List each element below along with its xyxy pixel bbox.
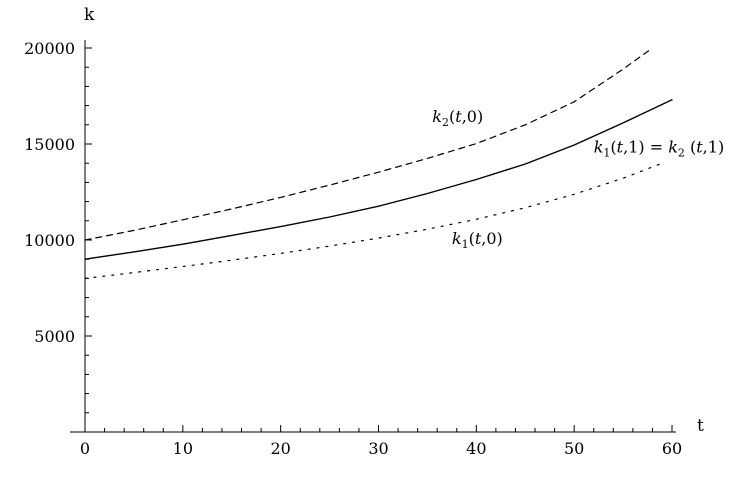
series-annotation: k1(t,1) = k2 (t,1) xyxy=(594,138,724,160)
series-annotation: k2(t,0) xyxy=(432,107,483,129)
y-tick-label: 15000 xyxy=(24,135,75,154)
x-tick-label: 30 xyxy=(368,439,388,458)
y-tick-label: 20000 xyxy=(24,39,75,58)
y-axis-label: k xyxy=(84,5,95,25)
series-line-dotted xyxy=(84,162,663,279)
y-tick-label: 5000 xyxy=(34,327,75,346)
x-tick-label: 20 xyxy=(270,439,290,458)
series-layer xyxy=(84,47,673,279)
x-tick-label: 10 xyxy=(173,439,193,458)
x-tick-label: 0 xyxy=(80,439,90,458)
axes xyxy=(70,40,676,433)
x-tick-label: 50 xyxy=(564,439,584,458)
series-line-dashed xyxy=(84,47,654,241)
ticks-layer: 0 10 20 30 40 50 60 5000 10000 15000 20000 xyxy=(24,39,682,458)
x-axis-label: t xyxy=(697,416,704,436)
series-annotation: k1(t,0) xyxy=(452,229,503,251)
series-line-solid xyxy=(84,99,673,260)
x-tick-label: 40 xyxy=(466,439,486,458)
x-tick-label: 60 xyxy=(662,439,682,458)
y-tick-label: 10000 xyxy=(24,231,75,250)
annotations: k2(t,0) k1(t,1) = k2 (t,1) k1(t,0) xyxy=(432,107,724,251)
